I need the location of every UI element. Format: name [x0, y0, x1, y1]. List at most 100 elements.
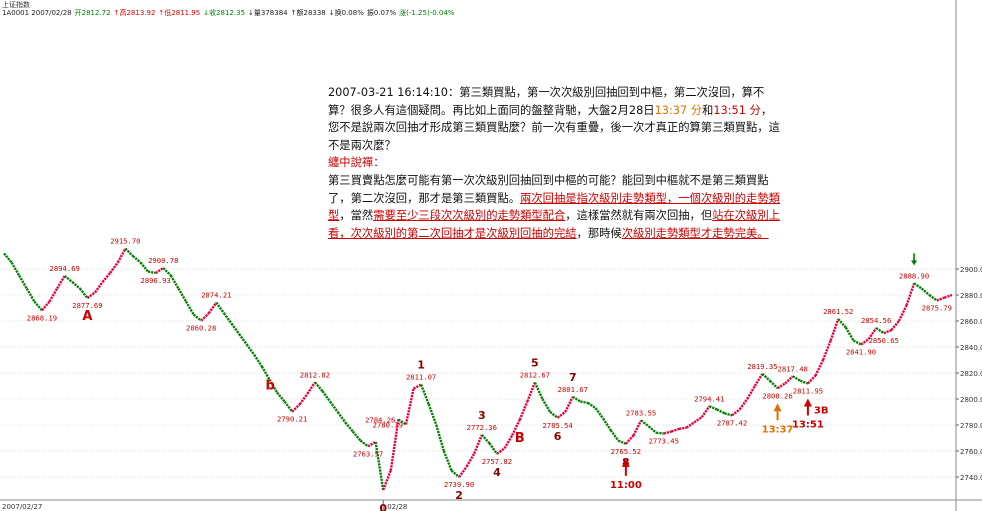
- wave-label: 1: [417, 359, 425, 372]
- wave-label: 6: [554, 430, 562, 443]
- quote-item: ↑低2811.95: [158, 9, 201, 17]
- price-segment: [465, 452, 476, 468]
- y-tick-label: 2820.00: [960, 370, 982, 378]
- price-segment: [656, 431, 664, 435]
- quote-item: ↓换0.08%: [328, 9, 364, 17]
- quote-item: ↓量378384: [248, 9, 288, 17]
- price-segment: [905, 283, 916, 306]
- quote-bar: 1A0001 2007/02/28 开2812.72 ↑高2813.92 ↑低2811…: [2, 8, 457, 18]
- price-segment: [731, 408, 741, 417]
- price-label: 2783.55: [626, 408, 656, 417]
- price-label: 2875.79: [922, 303, 952, 312]
- price-segment: [829, 318, 840, 341]
- time-1337: 13:37 分: [654, 103, 703, 117]
- price-segment: [693, 416, 703, 424]
- price-segment: [10, 261, 21, 277]
- price-segment: [769, 379, 779, 390]
- price-segment: [56, 275, 66, 290]
- price-segment: [78, 287, 89, 299]
- price-segment: [663, 430, 672, 435]
- price-segment: [753, 373, 764, 387]
- price-label: 2894.69: [50, 264, 80, 273]
- quote-item: 开2812.72: [74, 9, 111, 17]
- price-segment: [587, 401, 597, 410]
- wave-label: 7: [569, 371, 577, 384]
- price-segment: [837, 318, 847, 329]
- price-segment: [155, 266, 164, 274]
- price-segment: [936, 296, 945, 302]
- price-label: 2860.28: [186, 324, 216, 333]
- price-segment: [3, 252, 13, 264]
- price-segment: [799, 379, 809, 385]
- price-segment: [245, 343, 256, 356]
- price-segment: [200, 312, 210, 322]
- price-segment: [875, 327, 885, 335]
- price-segment: [420, 384, 430, 405]
- price-segment: [944, 293, 953, 299]
- price-segment: [283, 400, 294, 413]
- price-label: 2841.90: [846, 348, 876, 357]
- price-segment: [549, 411, 559, 419]
- price-label: 2874.21: [201, 291, 231, 300]
- price-label: 2772.36: [467, 423, 497, 432]
- price-segment: [503, 434, 514, 450]
- wave-label: b: [266, 379, 275, 394]
- price-segment: [488, 442, 498, 455]
- price-label: 2811.07: [406, 373, 436, 382]
- price-segment: [761, 372, 771, 382]
- price-segment: [18, 274, 28, 290]
- price-segment: [222, 312, 233, 325]
- price-segment: [867, 327, 878, 340]
- price-segment: [25, 287, 36, 303]
- price-segment: [792, 375, 801, 382]
- price-segment: [580, 400, 589, 405]
- price-segment: [928, 294, 938, 302]
- price-segment: [738, 398, 749, 411]
- question-text: 2007-03-21 16:14:10：第三類買點，第一次次級別回抽回到中樞，第…: [328, 84, 782, 154]
- price-segment: [671, 427, 680, 433]
- price-segment: [116, 248, 127, 264]
- price-segment: [427, 403, 438, 426]
- quote-item: ↓收2812.35: [203, 9, 246, 17]
- y-tick-label: 2780.00: [960, 422, 982, 430]
- analysis-note: 2007-03-21 16:14:10：第三類買點，第一次次級別回抽回到中樞，第…: [328, 84, 782, 242]
- price-segment: [776, 382, 786, 390]
- price-segment: [389, 419, 400, 471]
- price-segment: [700, 405, 711, 418]
- wave-label: 2: [455, 489, 463, 502]
- price-label: 2773.45: [649, 437, 679, 446]
- price-label: 2915.70: [110, 237, 140, 246]
- price-segment: [564, 396, 574, 413]
- time-1351: 13:51 分: [713, 103, 761, 117]
- price-segment: [814, 359, 825, 377]
- price-segment: [298, 393, 309, 405]
- y-tick-label: 2880.00: [960, 292, 982, 300]
- price-segment: [374, 441, 385, 491]
- price-segment: [807, 374, 817, 385]
- price-segment: [784, 375, 794, 385]
- y-tick-label: 2900.00: [960, 266, 982, 274]
- price-segment: [897, 304, 908, 322]
- chart-title: 上证指数: [2, 1, 30, 9]
- y-tick-label: 2860.00: [960, 318, 982, 326]
- price-segment: [382, 470, 392, 491]
- price-segment: [101, 272, 112, 283]
- price-label: 2877.69: [72, 301, 102, 310]
- quote-item: ↑额28338: [290, 9, 326, 17]
- price-segment: [435, 424, 446, 452]
- time-label: 13:37: [762, 424, 794, 435]
- price-label: 2819.35: [747, 362, 777, 371]
- price-segment: [518, 401, 529, 421]
- time-arrow-head: [773, 403, 782, 412]
- price-segment: [602, 417, 612, 431]
- price-segment: [632, 419, 643, 436]
- wave-label: A: [82, 309, 92, 324]
- price-segment: [685, 421, 695, 429]
- price-segment: [821, 340, 832, 361]
- price-segment: [883, 328, 892, 335]
- price-segment: [556, 411, 566, 419]
- quote-item: 1A0001 2007/02/28: [2, 9, 72, 17]
- price-segment: [268, 378, 279, 394]
- price-segment: [192, 313, 202, 322]
- price-segment: [351, 430, 362, 442]
